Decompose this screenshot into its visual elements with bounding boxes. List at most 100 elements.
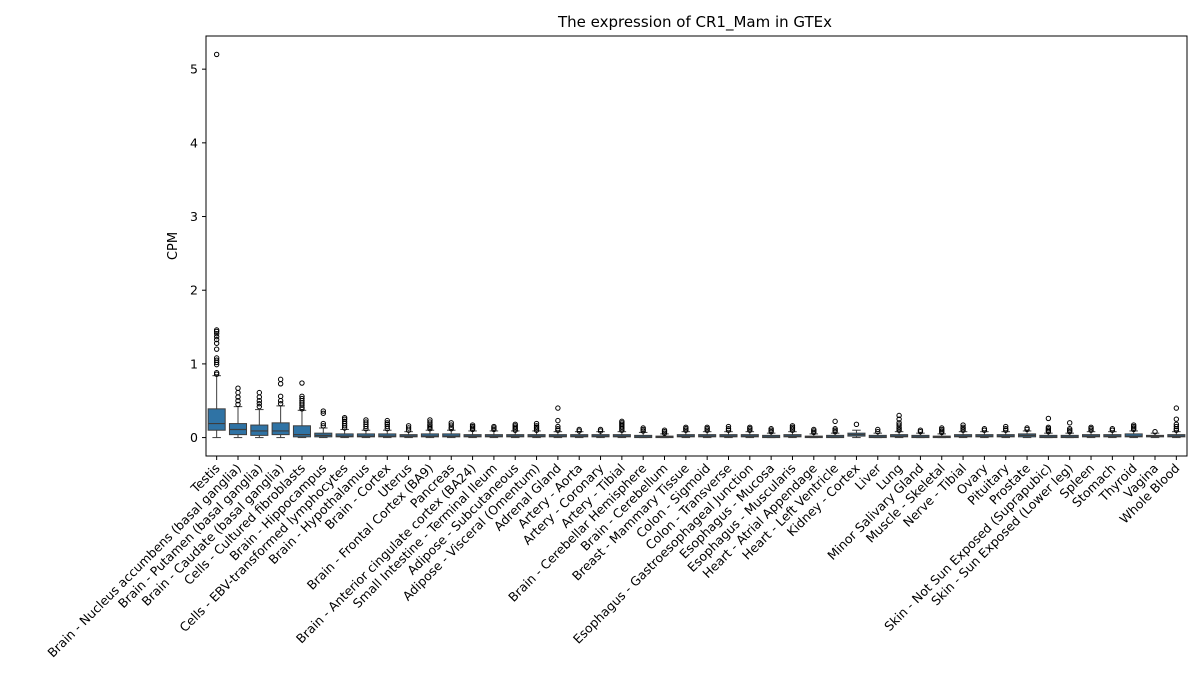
outlier-point: [1173, 423, 1180, 430]
box-group: [826, 418, 845, 439]
box-group: [548, 405, 567, 439]
box-iqr: [442, 433, 461, 438]
outlier-point: [448, 422, 454, 428]
outlier-point: [405, 425, 412, 431]
outlier-point: [896, 416, 902, 422]
box-group: [1103, 426, 1122, 439]
box-group: [378, 417, 397, 439]
outlier-point: [875, 426, 881, 433]
outlier-point: [896, 422, 902, 428]
outlier-point: [213, 333, 220, 340]
outlier-point: [299, 395, 305, 402]
box-group: [783, 423, 802, 439]
box-group: [762, 426, 781, 439]
outlier-point: [811, 426, 817, 433]
outlier-point: [981, 426, 988, 432]
box-group: [1060, 420, 1079, 439]
box-group: [847, 421, 866, 439]
box-group: [484, 423, 503, 439]
box-group: [292, 380, 311, 439]
outlier-point: [213, 51, 220, 58]
box-group: [1018, 425, 1037, 439]
outlier-point: [533, 420, 540, 427]
box-group: [890, 412, 909, 439]
outlier-point: [427, 419, 433, 425]
outlier-point: [213, 330, 220, 337]
box-group: [420, 417, 439, 439]
y-tick-label: 4: [190, 135, 198, 150]
plot-frame: [205, 35, 1188, 457]
outlier-point: [1173, 405, 1180, 411]
outlier-point: [1067, 426, 1073, 432]
chart-title: The expression of CR1_Mam in GTEx: [557, 13, 832, 32]
box-iqr: [1124, 433, 1143, 438]
outlier-point: [1045, 424, 1052, 430]
box-group: [612, 418, 631, 439]
outlier-point: [427, 417, 433, 423]
outlier-point: [299, 380, 305, 386]
outlier-point: [789, 423, 796, 429]
outlier-point: [256, 400, 263, 407]
outlier-point: [299, 393, 305, 400]
box-group: [975, 426, 994, 439]
box-iqr: [250, 424, 269, 436]
outlier-point: [533, 423, 540, 429]
outlier-point: [597, 426, 604, 433]
y-tick-label: 5: [190, 62, 198, 77]
box-group: [250, 389, 269, 439]
box-iqr: [335, 433, 354, 438]
outlier-point: [555, 417, 561, 424]
outlier-point: [235, 385, 241, 391]
outlier-point: [555, 426, 561, 432]
outlier-point: [576, 426, 582, 433]
outlier-point: [1067, 420, 1073, 426]
outlier-point: [1045, 415, 1052, 422]
box-group: [1167, 405, 1186, 439]
outlier-point: [1088, 424, 1094, 430]
outlier-point: [491, 423, 497, 430]
outlier-point: [555, 423, 561, 430]
outlier-point: [256, 389, 263, 396]
box-group: [1082, 424, 1101, 439]
box-group: [207, 51, 226, 439]
outlier-point: [939, 425, 945, 431]
outlier-point: [384, 417, 390, 424]
outlier-point: [747, 424, 753, 430]
outlier-point: [875, 428, 881, 435]
box-group: [442, 420, 461, 439]
outlier-point: [661, 427, 668, 433]
outlier-point: [235, 401, 241, 408]
outlier-point: [853, 421, 860, 428]
outlier-point: [405, 423, 412, 429]
outlier-point: [363, 419, 369, 425]
outlier-point: [768, 426, 774, 432]
box-group: [506, 421, 525, 439]
outlier-point: [277, 376, 284, 383]
outlier-point: [832, 418, 838, 425]
outlier-point: [235, 389, 241, 396]
outlier-point: [213, 370, 220, 376]
box-group: [954, 422, 973, 439]
outlier-point: [384, 423, 390, 430]
box-group: [570, 426, 589, 439]
outlier-point: [320, 423, 326, 429]
outlier-point: [213, 357, 220, 363]
y-axis-label: CPM: [166, 232, 181, 260]
outlier-point: [213, 340, 220, 346]
outlier-point: [1024, 425, 1030, 431]
box-group: [527, 420, 546, 439]
plot-area: [207, 51, 1186, 439]
box-iqr: [292, 425, 311, 438]
outlier-point: [213, 346, 220, 352]
outlier-point: [619, 418, 625, 425]
outlier-point: [363, 417, 369, 423]
outlier-point: [384, 420, 390, 426]
outlier-point: [704, 424, 710, 430]
outlier-point: [1003, 423, 1009, 430]
box-group: [676, 424, 695, 439]
box-group: [399, 423, 418, 439]
box-iqr: [420, 433, 439, 438]
outlier-point: [1173, 421, 1180, 428]
